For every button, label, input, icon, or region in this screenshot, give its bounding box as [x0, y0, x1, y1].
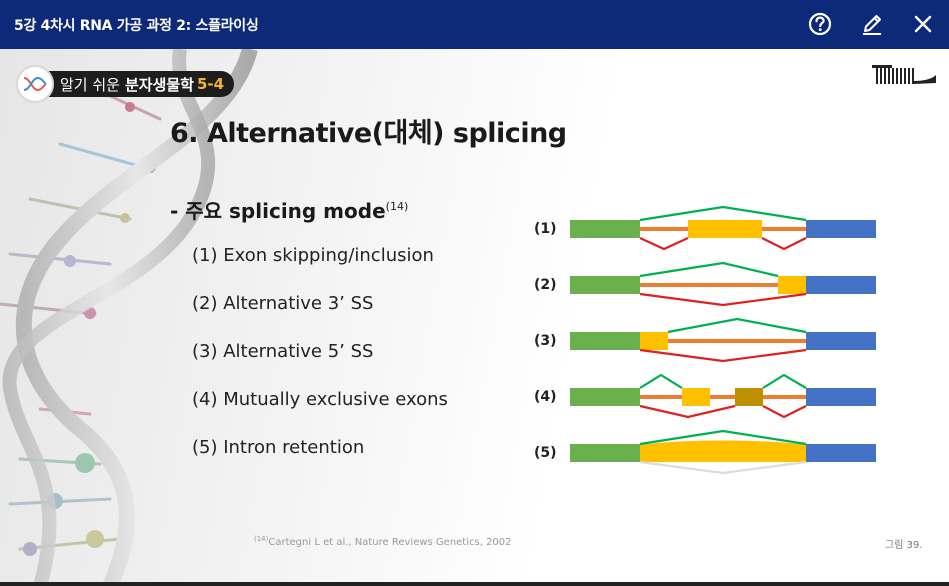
close-icon: [914, 15, 932, 33]
slide-title: 6. Alternative(대체) splicing: [170, 118, 567, 149]
list-item: (2) Alternative 3’ SS: [192, 293, 374, 314]
course-number: 5-4: [196, 75, 225, 93]
diagram-row-label: (3): [534, 333, 557, 349]
citation-text: Cartegni L et al., Nature Reviews Geneti…: [268, 537, 512, 548]
diagram-row-label: (5): [534, 445, 557, 461]
lesson-title: 5강 4차시 RNA 가공 과정 2: 스플라이싱: [14, 18, 259, 34]
course-name: 알기 쉬운 분자생물학 5-4: [48, 71, 235, 97]
edit-button[interactable]: [858, 10, 886, 38]
course-prefix: 알기 쉬운: [60, 75, 120, 94]
diagram-row-1: [570, 205, 876, 251]
list-item: (4) Mutually exclusive exons: [192, 389, 448, 410]
pencil-icon: [863, 15, 881, 35]
slide: 알기 쉬운 분자생물학 5-4 6. Alternative(대체) splic…: [0, 49, 949, 586]
close-button[interactable]: [909, 10, 937, 38]
list-item: (3) Alternative 5’ SS: [192, 341, 374, 362]
course-logo-icon: [16, 65, 54, 103]
diagram-row-label: (2): [534, 277, 557, 293]
dna-helix-icon: [0, 49, 258, 586]
citation-reference: (14): [254, 535, 269, 543]
course-badge: 알기 쉬운 분자생물학 5-4: [16, 65, 235, 103]
course-subject: 분자생물학: [124, 75, 194, 94]
subtitle-text: - 주요 splicing mode: [170, 199, 386, 223]
figure-label: 그림 39.: [885, 540, 923, 551]
diagram-row-label: (4): [534, 389, 557, 405]
diagram-row-label: (1): [534, 221, 557, 237]
brand-mark-icon: [872, 65, 936, 84]
bottom-border: [0, 582, 949, 586]
citation: (14)Cartegni L et al., Nature Reviews Ge…: [254, 535, 512, 548]
splicing-diagram: (1) (2) (3) (4) (5): [534, 205, 876, 475]
list-item: (5) Intron retention: [192, 437, 365, 458]
help-button[interactable]: [806, 10, 834, 38]
diagram-row-3: [570, 317, 876, 363]
splicing-mode-list: (1) Exon skipping/inclusion (2) Alternat…: [192, 245, 448, 485]
diagram-row-5: [570, 429, 876, 475]
list-item: (1) Exon skipping/inclusion: [192, 245, 434, 266]
title-bar: 5강 4차시 RNA 가공 과정 2: 스플라이싱: [0, 0, 949, 49]
diagram-row-4: [570, 373, 876, 419]
help-circle-icon: [808, 12, 832, 36]
diagram-row-2: [570, 261, 876, 307]
slide-subtitle: - 주요 splicing mode(14): [170, 195, 408, 224]
subtitle-reference: (14): [385, 200, 409, 213]
